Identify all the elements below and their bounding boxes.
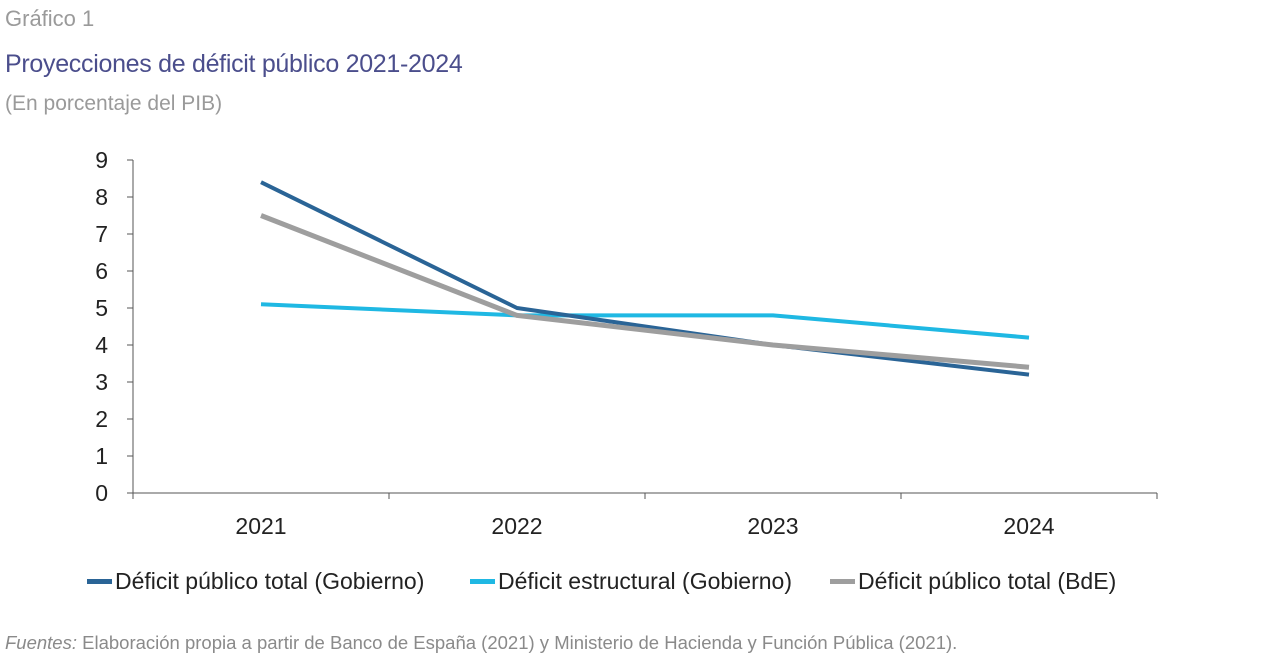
legend-item-deficit-estructural-gobierno: Déficit estructural (Gobierno) xyxy=(470,568,792,595)
chart-subtitle: (En porcentaje del PIB) xyxy=(5,92,223,115)
y-tick-label: 3 xyxy=(95,369,108,395)
legend-item-deficit-total-bde: Déficit público total (BdE) xyxy=(830,568,1116,595)
x-tick-label: 2021 xyxy=(235,513,286,539)
legend-swatch xyxy=(830,579,855,584)
series-line-3 xyxy=(260,213,1030,370)
legend-label: Déficit estructural (Gobierno) xyxy=(498,568,792,594)
y-tick-label: 2 xyxy=(95,406,108,432)
legend-swatch xyxy=(470,579,495,584)
legend-label: Déficit público total (BdE) xyxy=(858,568,1117,594)
y-tick-label: 9 xyxy=(95,147,108,173)
y-tick-label: 7 xyxy=(95,221,108,247)
series-line-2 xyxy=(260,302,1030,340)
y-tick-label: 8 xyxy=(95,184,108,210)
x-tick-label: 2022 xyxy=(491,513,542,539)
x-tick-label: 2023 xyxy=(747,513,798,539)
source-note: Fuentes: Elaboración propia a partir de … xyxy=(5,632,957,654)
line-chart: 0 1 2 3 4 5 6 7 8 9 2021 2022 2023 2024 xyxy=(95,147,1158,539)
y-tick-label: 6 xyxy=(95,258,108,284)
y-tick-label: 5 xyxy=(95,295,108,321)
chart-title: Proyecciones de déficit público 2021-202… xyxy=(5,50,463,78)
legend-item-deficit-total-gobierno: Déficit público total (Gobierno) xyxy=(87,568,424,595)
x-tick-label: 2024 xyxy=(1003,513,1054,539)
y-tick-label: 4 xyxy=(95,332,108,358)
legend-swatch xyxy=(87,579,112,584)
legend-label: Déficit público total (Gobierno) xyxy=(115,568,425,594)
source-prefix: Fuentes: xyxy=(5,632,77,653)
series-line-1 xyxy=(260,180,1030,377)
chart-legend: Déficit público total (Gobierno) Déficit… xyxy=(0,568,1262,602)
source-text: Elaboración propia a partir de Banco de … xyxy=(77,632,958,653)
figure-label: Gráfico 1 xyxy=(5,6,95,31)
y-tick-label: 0 xyxy=(95,480,108,506)
y-tick-label: 1 xyxy=(95,443,108,469)
